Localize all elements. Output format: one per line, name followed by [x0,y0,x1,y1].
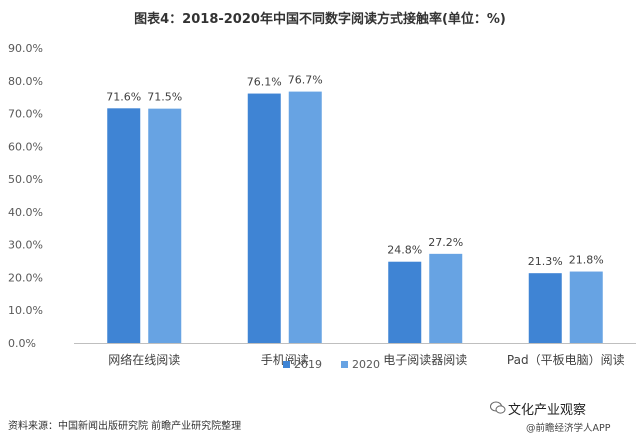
x-category-label: Pad（平板电脑）阅读 [507,353,625,367]
legend-swatch-2020 [341,361,348,368]
bar-2019-1 [247,93,281,343]
y-tick-label: 70.0% [8,108,43,121]
y-tick-label: 0.0% [8,337,36,350]
bars: 71.6% 71.5% 76.1% 76.7% 24.8% 27.2% 21.3% 21.8% [106,74,604,343]
bar-2020-2 [429,253,463,343]
x-category-label: 手机阅读 [261,353,309,367]
bar-2020-0 [148,108,182,343]
x-category-label: 电子阅读器阅读 [383,353,467,367]
y-tick-label: 90.0% [8,42,43,55]
legend-label: 2020 [352,358,380,371]
y-tick-label: 20.0% [8,271,43,284]
data-label: 21.3% [528,255,563,268]
legend-label: 2019 [294,358,322,371]
y-tick-label: 80.0% [8,75,43,88]
wechat-icon [490,400,506,414]
data-label: 76.1% [247,76,282,89]
x-axis: 网络在线阅读 手机阅读 电子阅读器阅读 Pad（平板电脑）阅读 [74,343,636,367]
legend-swatch-2019 [283,361,290,368]
y-tick-label: 30.0% [8,239,43,252]
source-note: 资料来源：中国新闻出版研究院 前瞻产业研究院整理 [8,421,242,432]
wechat-account-sub: @前瞻经济学人APP [526,423,611,434]
y-axis: 0.0% 10.0% 20.0% 30.0% 40.0% 50.0% 60.0% 70.0% 8… [8,42,43,350]
bar-2020-1 [288,91,322,343]
data-label: 21.8% [569,254,604,267]
bar-2020-3 [569,271,603,343]
data-label: 76.7% [288,74,323,87]
data-label: 24.8% [387,244,422,257]
y-tick-label: 10.0% [8,304,43,317]
y-tick-label: 60.0% [8,140,43,153]
x-category-label: 网络在线阅读 [108,352,180,367]
wechat-account-name: 文化产业观察 [508,403,587,418]
bar-2019-2 [388,261,422,343]
bar-2019-0 [107,108,141,343]
data-label: 27.2% [428,236,463,249]
legend: 2019 2020 [283,358,380,371]
data-label: 71.6% [106,90,141,103]
data-label: 71.5% [147,91,182,104]
y-tick-label: 40.0% [8,206,43,219]
y-tick-label: 50.0% [8,173,43,186]
chart-title: 图表4：2018-2020年中国不同数字阅读方式接触率(单位：%) [134,12,506,27]
bar-2019-3 [528,273,562,343]
